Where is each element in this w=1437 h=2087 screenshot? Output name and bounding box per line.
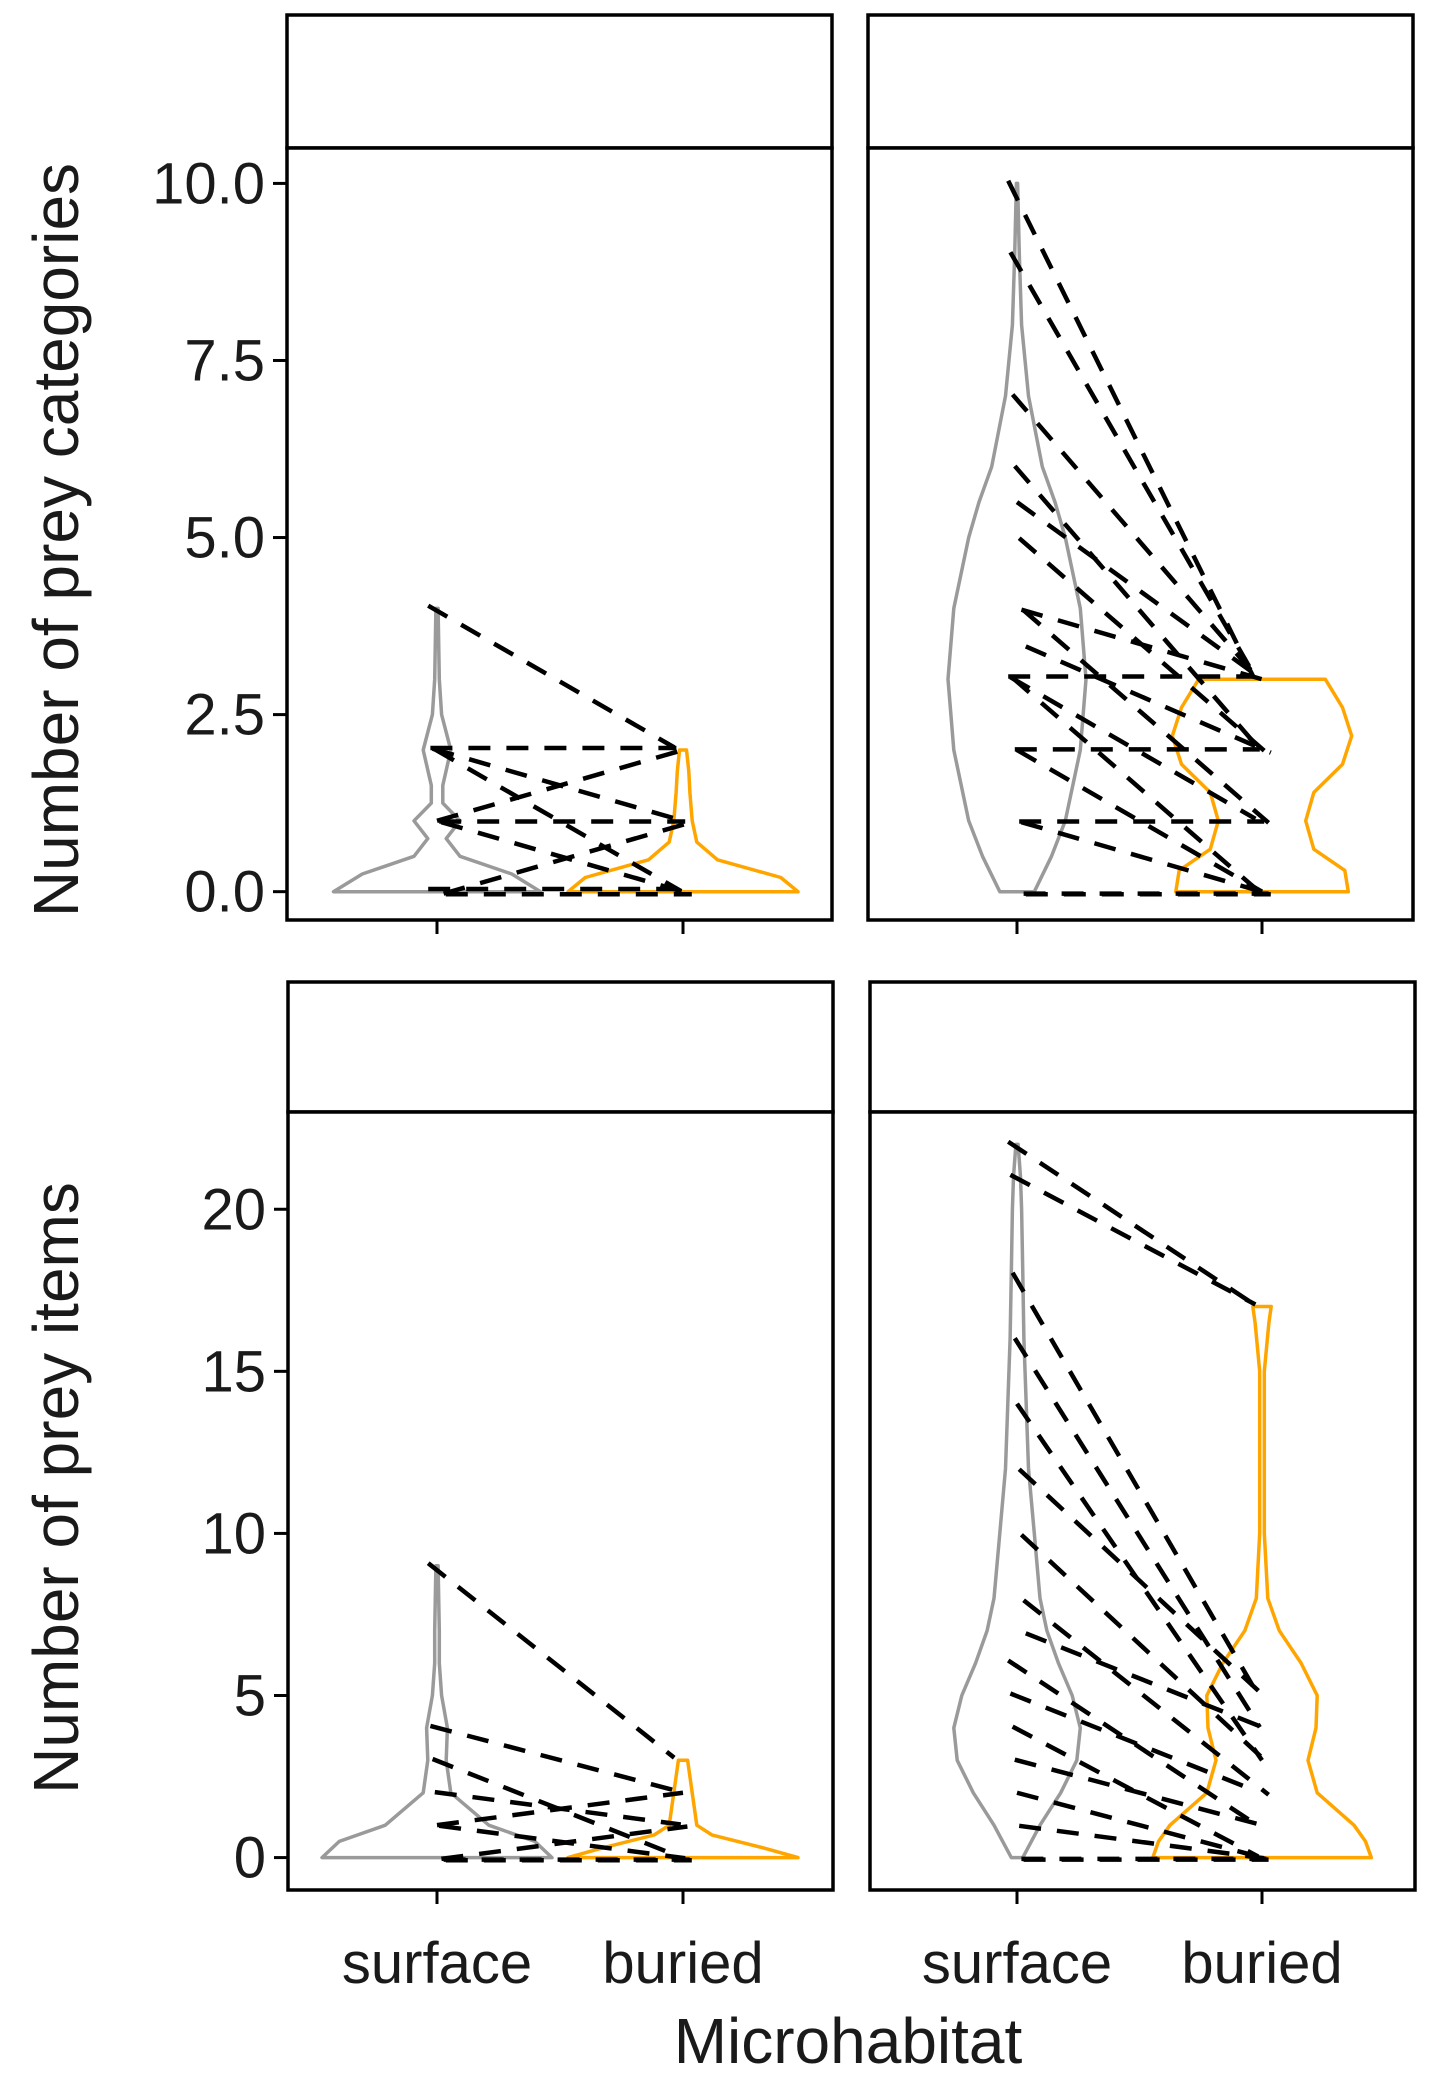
- pair-line: [1015, 500, 1264, 682]
- pair-line: [1006, 179, 1256, 678]
- x-tick-label-surface-right: surface: [922, 1931, 1112, 1996]
- panels: 0.0 2.5 5.0 7.5 10.0 0 5 10 15 20: [152, 13, 1417, 1904]
- pair-line: [1006, 1658, 1255, 1825]
- x-axis-title: Microhabitat: [674, 2005, 1023, 2077]
- panel-items-shaded: [868, 980, 1417, 1904]
- pair-line: [429, 1723, 677, 1793]
- y-tick-label: 5.0: [184, 506, 265, 571]
- pair-line: [1019, 1533, 1268, 1764]
- pair-line: [1013, 464, 1262, 751]
- pair-line: [1010, 393, 1260, 680]
- y-tick-label: 10.0: [152, 151, 265, 216]
- pair-line: [1024, 1631, 1272, 1733]
- x-tick-label-surface-left: surface: [342, 1931, 532, 1996]
- violin-surface: [320, 1564, 554, 1860]
- y-tick-label: 0: [234, 1826, 266, 1891]
- pair-line: [1006, 1139, 1255, 1306]
- y-tick-label: 7.5: [184, 328, 265, 393]
- strip-box: [868, 980, 1417, 1114]
- panel-categories-shaded: [866, 13, 1415, 934]
- pair-line: [1009, 675, 1257, 821]
- pair-line: [427, 603, 676, 750]
- pair-line: [1020, 607, 1268, 683]
- y-tick-label: 0.0: [184, 860, 265, 925]
- strip-box: [286, 980, 835, 1114]
- strip-box: [866, 13, 1415, 150]
- y-tick-label: 20: [201, 1177, 266, 1242]
- y-axis-title-items: Number of prey items: [20, 1182, 92, 1794]
- pair-line: [1016, 1790, 1263, 1860]
- y-axis-title-categories: Number of prey categories: [20, 163, 92, 917]
- pair-line: [441, 1824, 688, 1862]
- pair-line: [1017, 1467, 1266, 1698]
- pair-line: [1009, 1172, 1257, 1307]
- strip-box: [285, 13, 834, 150]
- y-tick-label: 2.5: [184, 683, 265, 748]
- pair-line: [1022, 1598, 1270, 1797]
- panel-frame: [868, 1110, 1417, 1892]
- pair-line: [431, 746, 680, 822]
- pair-line: [1008, 251, 1258, 679]
- violin-surface: [946, 181, 1088, 894]
- pair-line: [1009, 1691, 1257, 1793]
- pair-line: [1011, 1724, 1259, 1859]
- pair-line: [1020, 820, 1268, 896]
- pair-line: [1024, 644, 1272, 755]
- panel-frame: [866, 146, 1415, 922]
- pair-line: [433, 747, 682, 893]
- pair-line: [1011, 676, 1260, 893]
- pair-line: [1012, 1337, 1262, 1729]
- panel-categories-exposed: [285, 13, 834, 934]
- panel-items-exposed: [286, 980, 835, 1904]
- x-tick-label-buried-left: buried: [602, 1931, 763, 1996]
- pair-line: [436, 747, 684, 824]
- pair-line: [1015, 1402, 1264, 1762]
- panel-frame: [286, 1110, 835, 1892]
- y-tick-label: 10: [201, 1501, 266, 1566]
- violin-buried: [566, 1758, 800, 1860]
- panel-frame: [285, 146, 834, 922]
- pair-line: [1015, 748, 1264, 894]
- pair-line: [1010, 1271, 1260, 1696]
- violin-buried: [1151, 1304, 1374, 1860]
- x-tick-label-buried-right: buried: [1181, 1931, 1342, 1996]
- y-tick-label: 15: [201, 1339, 266, 1404]
- pair-line: [1022, 608, 1271, 825]
- pair-line: [426, 1561, 676, 1760]
- violin-buried: [566, 748, 800, 894]
- pair-line: [442, 820, 691, 896]
- pair-line: [1018, 1823, 1265, 1861]
- pair-line: [1014, 1757, 1261, 1827]
- y-tick-label: 5: [234, 1664, 266, 1729]
- pair-line: [436, 1790, 684, 1828]
